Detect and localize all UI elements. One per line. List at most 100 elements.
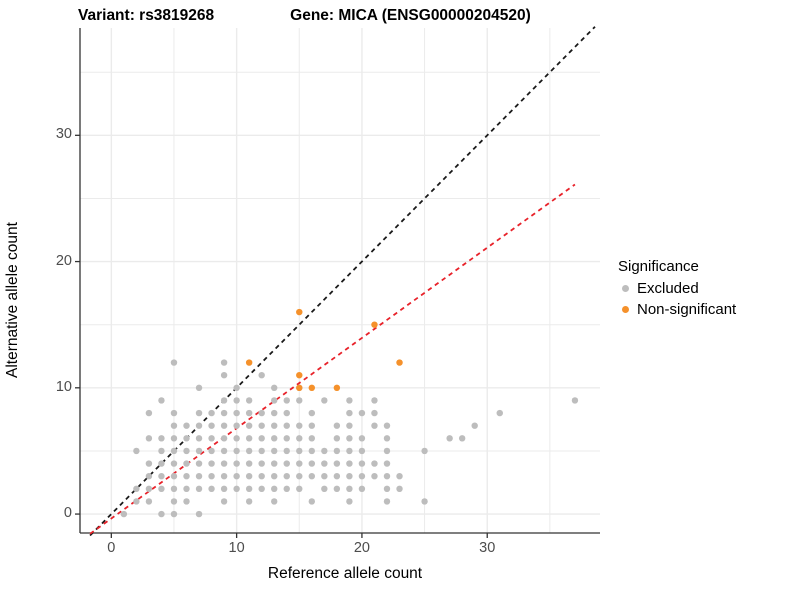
point-non-significant <box>308 384 316 392</box>
point-excluded <box>346 498 353 505</box>
point-excluded <box>245 472 253 480</box>
point-excluded <box>233 447 240 455</box>
point-excluded <box>195 409 203 417</box>
point-excluded <box>283 472 290 480</box>
point-excluded <box>220 447 228 455</box>
legend-key-dot-icon <box>618 303 632 317</box>
point-excluded <box>333 435 341 442</box>
point-excluded <box>308 447 316 455</box>
point-excluded <box>346 447 353 455</box>
legend-item-excluded[interactable]: Excluded <box>618 278 736 299</box>
point-excluded <box>183 435 190 442</box>
point-excluded <box>233 397 240 404</box>
point-excluded <box>383 472 391 480</box>
title-gene: Gene: MICA (ENSG00000204520) <box>290 7 531 24</box>
point-excluded <box>158 435 165 442</box>
point-excluded <box>271 409 278 417</box>
point-excluded <box>446 435 453 442</box>
point-excluded <box>233 409 240 417</box>
axis-lines <box>75 28 600 538</box>
point-excluded <box>170 460 178 467</box>
point-excluded <box>321 485 328 493</box>
point-excluded <box>333 472 341 480</box>
point-excluded <box>258 422 265 429</box>
point-excluded <box>383 422 391 429</box>
point-excluded <box>170 435 178 442</box>
legend-items: Excluded Non-significant <box>618 278 736 320</box>
dot-icon <box>621 285 629 292</box>
point-excluded <box>283 485 290 493</box>
point-excluded <box>271 460 278 467</box>
point-excluded <box>208 447 215 455</box>
point-excluded <box>183 447 190 455</box>
fitted-line <box>89 183 576 535</box>
point-excluded <box>458 435 466 442</box>
point-excluded <box>220 397 228 404</box>
point-excluded <box>383 435 391 442</box>
point-excluded <box>496 409 503 417</box>
point-excluded <box>258 460 265 467</box>
point-excluded <box>208 435 215 442</box>
point-excluded <box>371 472 378 480</box>
point-excluded <box>308 460 316 467</box>
point-excluded <box>195 435 203 442</box>
legend-item-non-significant[interactable]: Non-significant <box>618 299 736 320</box>
point-excluded <box>133 485 140 493</box>
x-tick-10: 10 <box>228 540 245 556</box>
point-excluded <box>371 397 378 404</box>
point-excluded <box>308 472 316 480</box>
point-excluded <box>233 435 240 442</box>
point-excluded <box>346 472 353 480</box>
point-excluded <box>158 397 165 404</box>
data-points <box>120 308 579 518</box>
point-excluded <box>333 422 341 429</box>
point-excluded <box>133 498 140 505</box>
point-excluded <box>220 359 228 366</box>
point-excluded <box>195 460 203 467</box>
point-excluded <box>271 472 278 480</box>
point-excluded <box>358 460 366 467</box>
point-excluded <box>170 447 178 455</box>
point-excluded <box>145 460 153 467</box>
point-non-significant <box>396 359 403 366</box>
point-excluded <box>170 409 178 417</box>
x-axis-label: Reference allele count <box>267 565 423 582</box>
x-tick-0: 0 <box>107 540 116 556</box>
plot-title: Variant: rs3819268 Gene: MICA (ENSG00000… <box>78 4 678 28</box>
point-excluded <box>208 409 215 417</box>
point-non-significant <box>296 371 303 379</box>
point-excluded <box>321 472 328 480</box>
point-excluded <box>396 485 403 493</box>
point-excluded <box>371 460 378 467</box>
point-non-significant <box>333 384 341 392</box>
y-tick-0: 0 <box>63 505 72 522</box>
point-excluded <box>170 359 178 366</box>
point-excluded <box>283 409 290 417</box>
point-excluded <box>145 498 153 505</box>
point-excluded <box>195 422 203 429</box>
y-tick-30: 30 <box>55 126 72 143</box>
point-excluded <box>296 435 303 442</box>
point-excluded <box>346 422 353 429</box>
point-excluded <box>258 409 265 417</box>
point-excluded <box>271 447 278 455</box>
point-excluded <box>296 485 303 493</box>
point-excluded <box>321 460 328 467</box>
point-non-significant <box>371 321 378 328</box>
point-excluded <box>195 485 203 493</box>
legend: Significance Excluded Non-significant <box>618 258 736 320</box>
dot-icon <box>621 306 629 313</box>
point-excluded <box>245 460 253 467</box>
point-excluded <box>233 460 240 467</box>
point-excluded <box>321 447 328 455</box>
point-excluded <box>220 472 228 480</box>
point-excluded <box>421 447 428 455</box>
point-excluded <box>245 409 253 417</box>
point-excluded <box>371 422 378 429</box>
point-excluded <box>283 460 290 467</box>
point-excluded <box>358 435 366 442</box>
point-excluded <box>183 472 190 480</box>
point-excluded <box>308 409 316 417</box>
point-excluded <box>208 472 215 480</box>
point-excluded <box>220 422 228 429</box>
